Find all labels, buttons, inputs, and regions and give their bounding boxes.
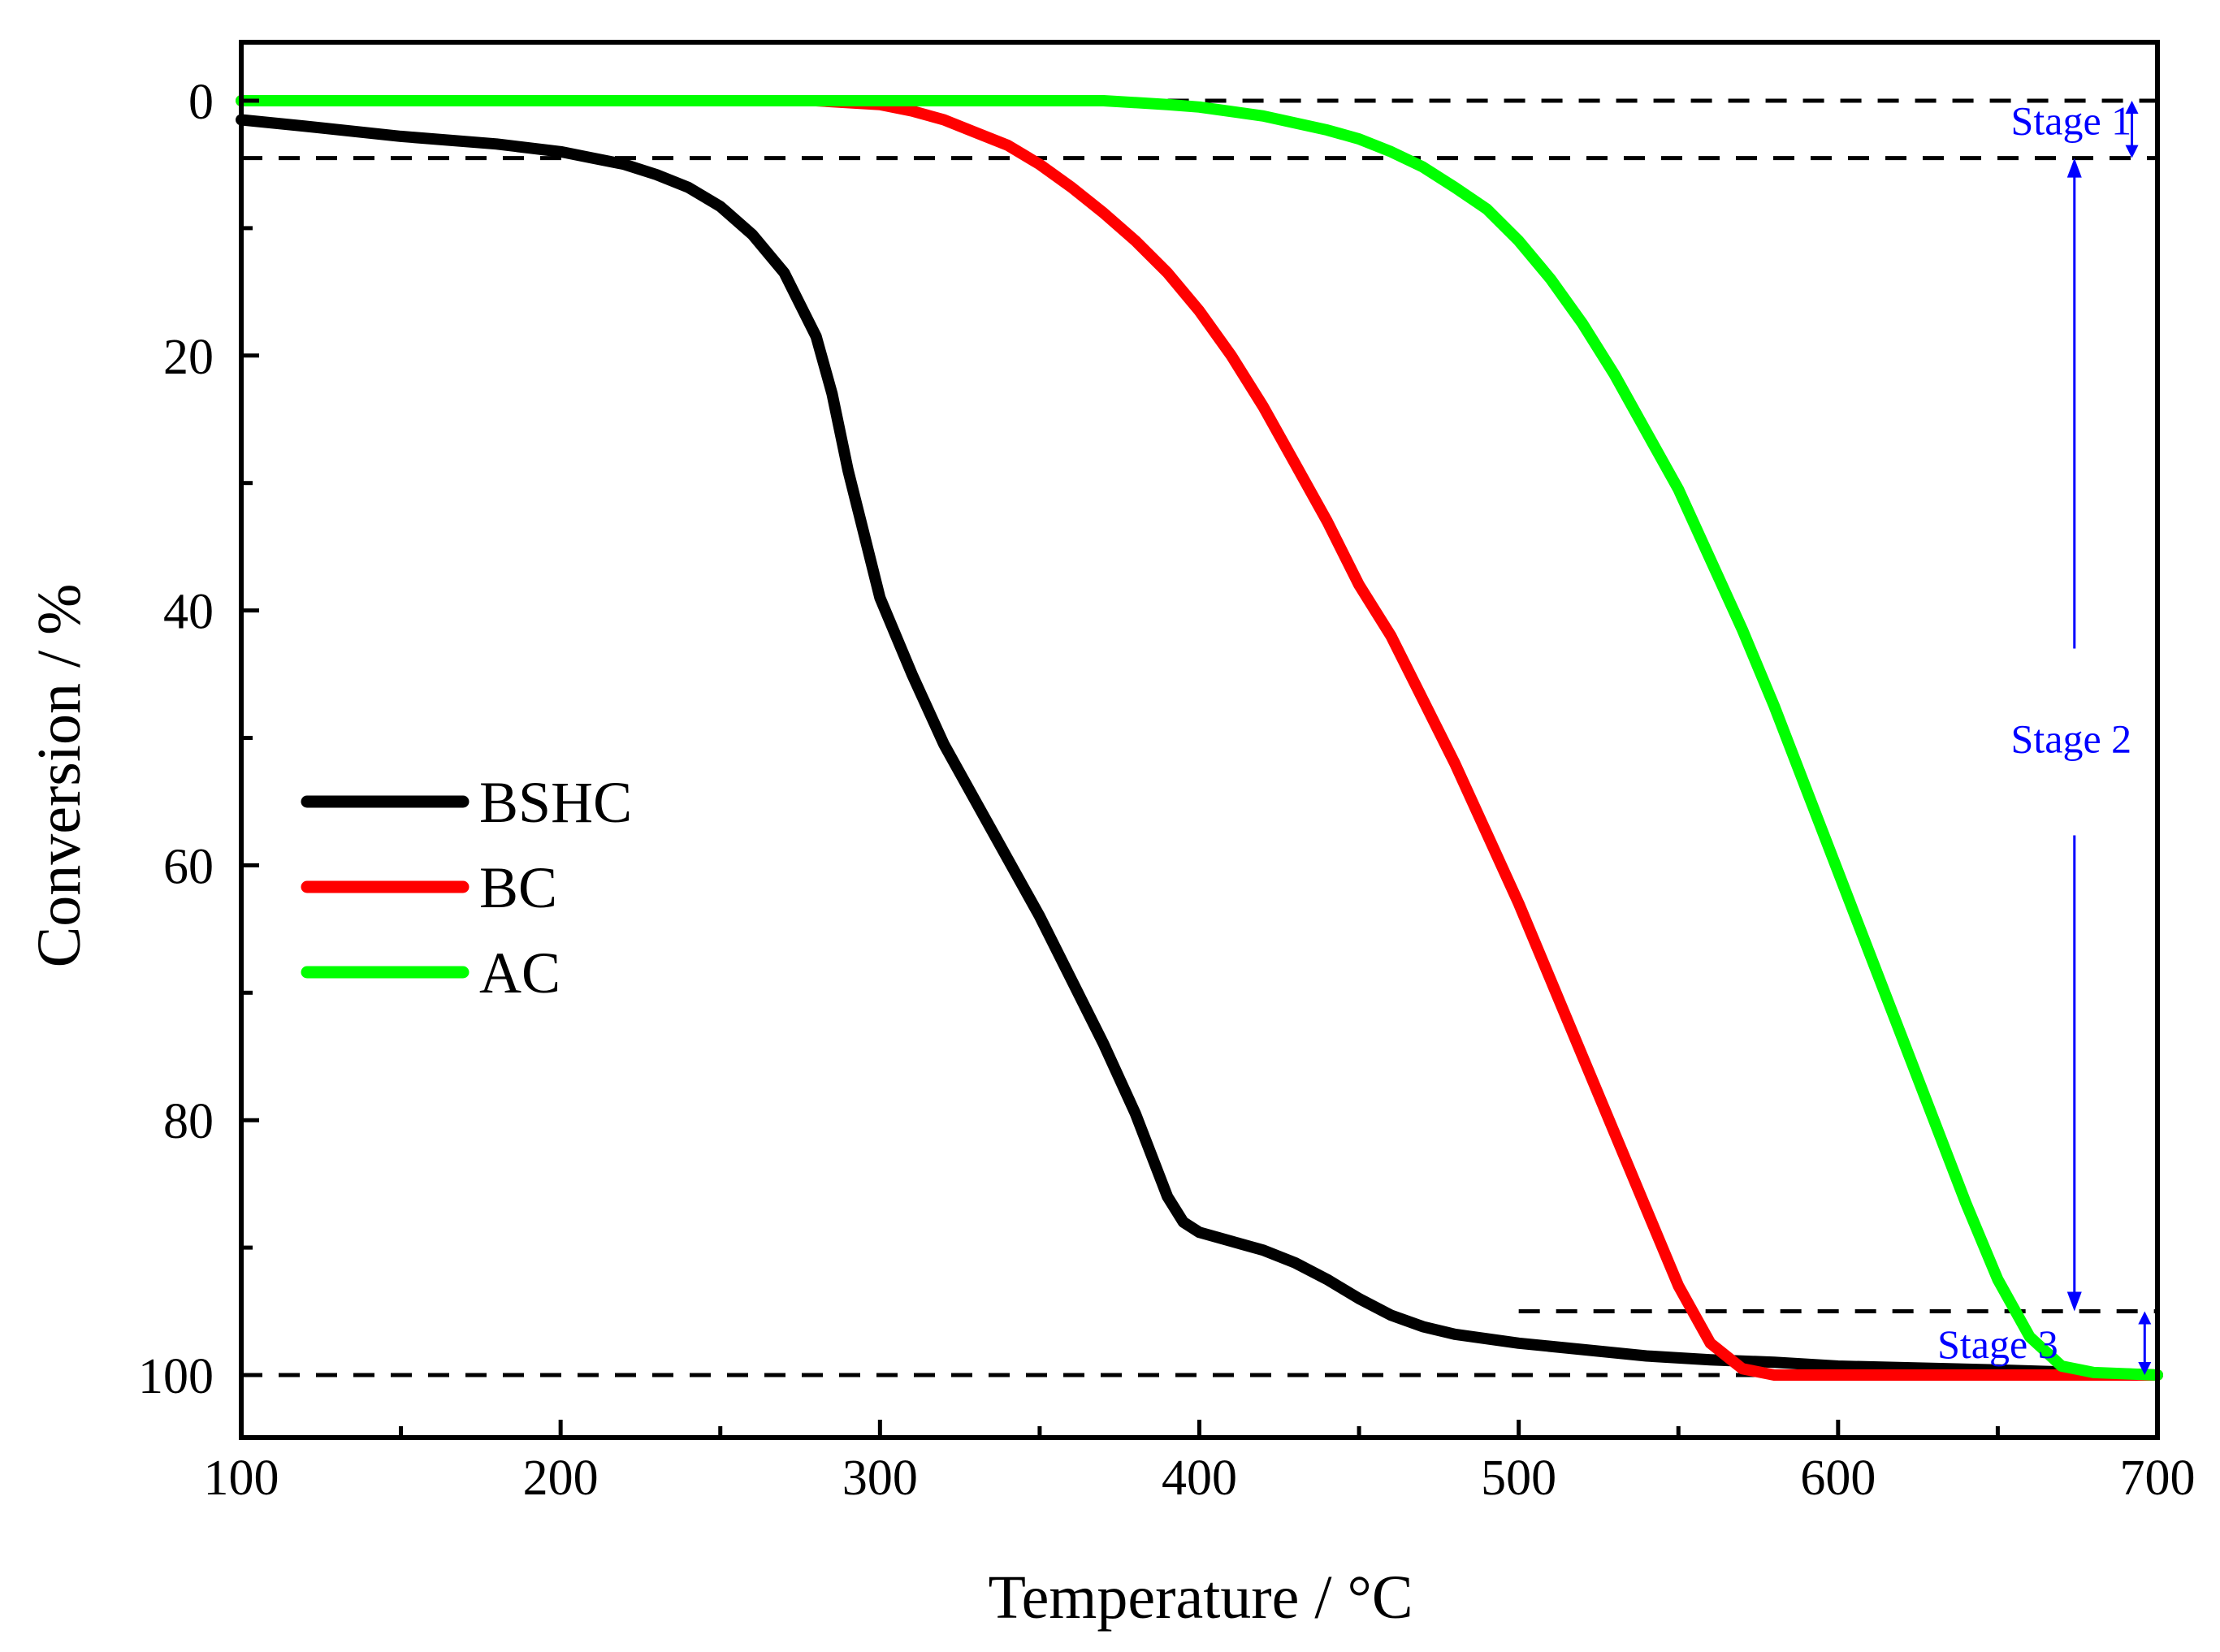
stage-arrow-head-down <box>2125 145 2139 158</box>
stage-arrow-head-down <box>2138 1362 2152 1375</box>
legend-label-bshc: BSHC <box>479 770 632 835</box>
legend-label-ac: AC <box>479 941 560 1005</box>
y-tick-label: 40 <box>163 585 214 640</box>
stage-annotations: Stage 1 Stage 2 Stage 3 <box>1937 98 2152 1375</box>
series-line-bc <box>236 95 2163 1381</box>
stage-arrow-head-up <box>2138 1311 2152 1325</box>
stage-arrow-3 <box>2138 1311 2152 1375</box>
legend: BSHC BC AC <box>301 770 632 1005</box>
x-tick-label: 700 <box>2120 1451 2196 1506</box>
series-layer <box>236 95 2163 1381</box>
stage-label-2: Stage 2 <box>2011 716 2132 762</box>
y-tick-label: 0 <box>188 75 214 130</box>
series-line-ac <box>236 95 2163 1381</box>
legend-label-bc: BC <box>479 855 557 920</box>
x-tick-label: 500 <box>1481 1451 1556 1506</box>
stage-arrow-head-down <box>2066 1291 2082 1312</box>
x-tick-label: 400 <box>1162 1451 1237 1506</box>
stage-arrow-head-up <box>2066 158 2082 178</box>
x-tick-label: 600 <box>1800 1451 1876 1506</box>
y-tick-label: 60 <box>163 839 214 894</box>
stage-label-1: Stage 1 <box>2011 98 2132 144</box>
stage-arrow-2 <box>2066 158 2082 1312</box>
stage-arrow-head-up <box>2125 101 2139 114</box>
stage-label-3: Stage 3 <box>1937 1321 2058 1367</box>
y-tick-label: 100 <box>138 1349 214 1404</box>
axis-ticks: 100 200 300 400 500 600 700 0 20 40 60 80 100 <box>138 75 2196 1506</box>
series-line-bshc <box>236 114 2163 1381</box>
x-tick-label: 100 <box>204 1451 279 1506</box>
y-axis-title: Conversion / % <box>25 584 93 968</box>
stage-arrow-1 <box>2125 101 2139 158</box>
reference-lines <box>241 98 2157 1377</box>
x-tick-label: 200 <box>523 1451 599 1506</box>
y-tick-label: 80 <box>163 1094 214 1149</box>
x-axis-title: Temperature / °C <box>988 1563 1413 1632</box>
x-tick-label: 300 <box>842 1451 918 1506</box>
y-tick-label: 20 <box>163 330 214 385</box>
